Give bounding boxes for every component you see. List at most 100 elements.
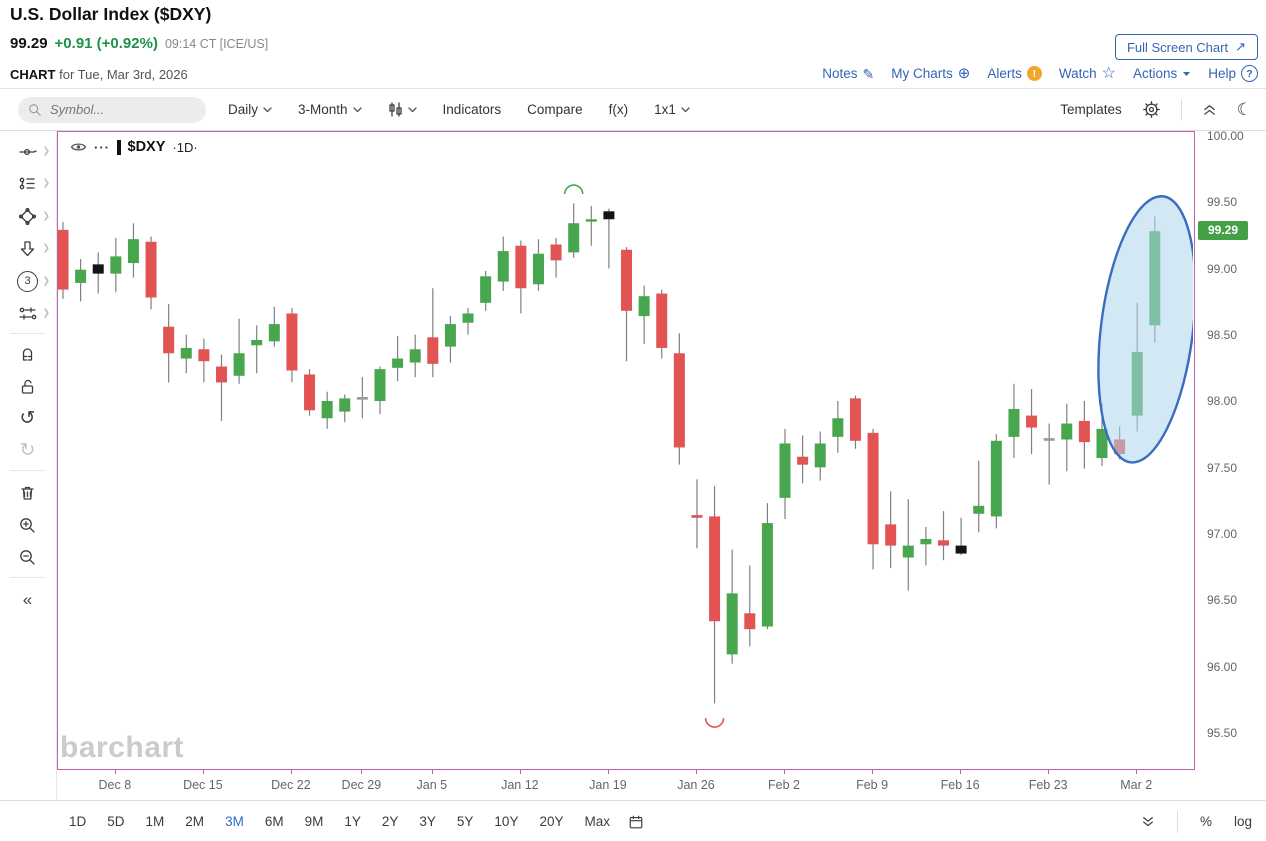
drawing-tool-rail: ❯ ❯ ❯ ❯ 3 ❯ ❯ xyxy=(0,131,57,800)
swing-low-arc[interactable] xyxy=(704,718,725,728)
chart-plot-area[interactable]: ··· $DXY ·1D· barchart xyxy=(57,131,1195,770)
barchart-watermark: barchart xyxy=(60,731,185,764)
x-axis-tick xyxy=(784,770,785,774)
candle-body xyxy=(902,545,914,558)
symbol-search[interactable] xyxy=(18,96,206,123)
alerts-link[interactable]: Alerts ! xyxy=(987,66,1042,81)
range-9m[interactable]: 9M xyxy=(304,814,324,829)
candle-body xyxy=(127,239,139,264)
candle-body xyxy=(1061,423,1073,440)
help-link[interactable]: Help ? xyxy=(1208,65,1258,82)
range-max[interactable]: Max xyxy=(584,814,610,829)
percent-scale-toggle[interactable]: % xyxy=(1199,814,1212,829)
candle-body xyxy=(832,418,844,437)
templates-button[interactable]: Templates xyxy=(1060,102,1122,117)
candle-body xyxy=(409,349,421,363)
shape-tools-button[interactable]: ❯ xyxy=(0,203,55,229)
candle-body xyxy=(797,456,809,465)
trash-icon xyxy=(21,486,34,500)
expand-panel-button[interactable] xyxy=(1141,815,1155,829)
candle-body xyxy=(938,540,949,546)
range-5y[interactable]: 5Y xyxy=(456,814,474,829)
candle-body xyxy=(180,347,192,359)
x-axis-tick xyxy=(1136,770,1138,774)
undo-icon: ↺ xyxy=(19,407,36,429)
collapse-rail-button[interactable]: « xyxy=(0,586,55,612)
magnet-icon xyxy=(22,347,33,361)
candle-body xyxy=(885,524,897,546)
candle-body xyxy=(75,269,87,283)
price-axis[interactable]: 99.29 100.00 99.50 99.00 98.50 98.00 97.50 97.… xyxy=(1197,129,1266,770)
range-6m[interactable]: 6M xyxy=(264,814,284,829)
compare-button[interactable]: Compare xyxy=(527,102,583,117)
legend-menu-dots[interactable]: ··· xyxy=(94,139,110,155)
range-2y[interactable]: 2Y xyxy=(381,814,399,829)
highlight-ellipse[interactable] xyxy=(1085,191,1193,468)
actions-menu[interactable]: Actions xyxy=(1133,66,1191,81)
magnet-mode-button[interactable] xyxy=(0,340,55,366)
x-axis-tick xyxy=(1048,770,1050,774)
candle-body xyxy=(215,366,227,383)
candle-body xyxy=(480,276,492,303)
frequency-dropdown[interactable]: Daily xyxy=(228,102,272,117)
candle-body xyxy=(603,211,615,220)
grid-layout-dropdown[interactable]: 1x1 xyxy=(654,102,690,117)
candle-body xyxy=(673,353,685,448)
log-scale-toggle[interactable]: log xyxy=(1233,814,1252,829)
dark-mode-toggle[interactable]: ☾ xyxy=(1237,100,1252,120)
eye-icon[interactable] xyxy=(70,141,87,153)
elliott-wave-tools-button[interactable]: 3 ❯ xyxy=(0,268,55,294)
full-screen-chart-button[interactable]: Full Screen Chart ↗ xyxy=(1114,34,1258,60)
chart-style-dropdown[interactable] xyxy=(388,102,417,117)
last-price: 99.29 xyxy=(10,35,48,52)
measure-tools-button[interactable]: ❯ xyxy=(0,300,55,326)
indicators-button[interactable]: Indicators xyxy=(442,102,502,117)
x-axis-tick xyxy=(431,770,433,774)
notes-link[interactable]: Notes ✎ xyxy=(822,65,875,82)
zoom-in-button[interactable] xyxy=(0,512,55,538)
candle-body xyxy=(744,613,756,630)
delete-drawings-button[interactable] xyxy=(0,479,55,505)
range-5d[interactable]: 5D xyxy=(107,814,125,829)
candle-body xyxy=(973,505,985,514)
chart-date: for Tue, Mar 3rd, 2026 xyxy=(59,67,188,82)
range-1d[interactable]: 1D xyxy=(69,814,87,829)
swing-high-arc[interactable] xyxy=(563,184,584,195)
price-change: +0.91 (+0.92%) xyxy=(54,35,158,52)
range-3m[interactable]: 3M xyxy=(225,814,244,829)
undo-button[interactable]: ↺ xyxy=(0,405,55,431)
arrow-tools-button[interactable]: ❯ xyxy=(0,235,55,261)
range-1m[interactable]: 1M xyxy=(145,814,165,829)
gear-icon xyxy=(1142,101,1160,118)
redo-icon: ↻ xyxy=(19,439,36,461)
candle-body xyxy=(268,324,280,342)
zoom-out-button[interactable] xyxy=(0,544,55,570)
y-axis-label: 96.50 xyxy=(1207,593,1238,608)
chart-settings-button[interactable] xyxy=(1142,100,1161,119)
range-2m[interactable]: 2M xyxy=(185,814,205,829)
range-dropdown[interactable]: 3-Month xyxy=(298,102,362,117)
candle-body xyxy=(990,440,1002,517)
range-1y[interactable]: 1Y xyxy=(344,814,361,829)
fibonacci-tools-button[interactable]: ❯ xyxy=(0,170,55,196)
candle-body xyxy=(1008,408,1020,437)
x-axis-label: Feb 9 xyxy=(856,778,889,792)
my-charts-link[interactable]: My Charts ⊕ xyxy=(891,65,971,82)
x-axis-label: Dec 15 xyxy=(183,778,223,792)
custom-date-range-button[interactable] xyxy=(628,814,644,830)
lock-drawings-button[interactable] xyxy=(0,373,55,399)
symbol-search-input[interactable] xyxy=(48,101,192,118)
watch-link[interactable]: Watch ☆ xyxy=(1058,64,1116,82)
collapse-toolbar-button[interactable] xyxy=(1202,102,1217,117)
candle-body xyxy=(585,219,597,222)
expressions-button[interactable]: f(x) xyxy=(608,102,629,117)
calendar-icon xyxy=(629,815,643,828)
time-axis[interactable]: Dec 8 Dec 15 Dec 22 Dec 29 Jan 5 Jan 12 Jan 19… xyxy=(57,770,1196,800)
redo-button[interactable]: ↻ xyxy=(0,437,55,463)
range-20y[interactable]: 20Y xyxy=(539,814,564,829)
range-10y[interactable]: 10Y xyxy=(494,814,519,829)
line-tools-button[interactable]: ❯ xyxy=(0,138,55,164)
y-axis-label: 98.50 xyxy=(1207,328,1238,342)
range-3y[interactable]: 3Y xyxy=(419,814,436,829)
candle-body xyxy=(568,223,580,253)
